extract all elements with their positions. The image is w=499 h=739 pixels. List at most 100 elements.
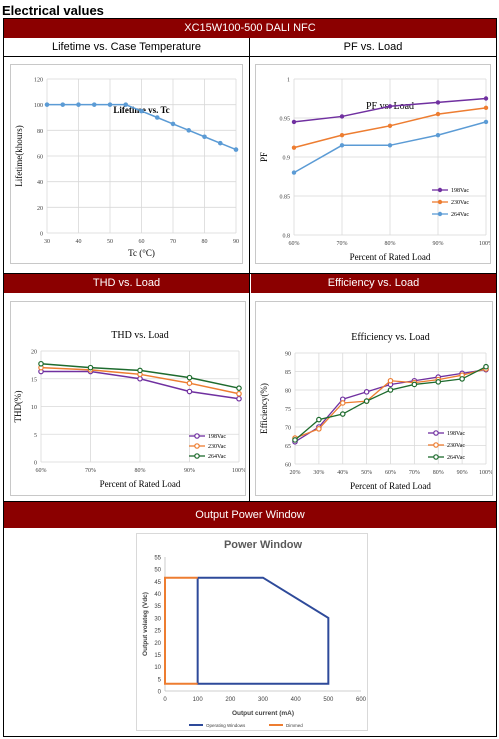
x-tick-label: 100% (479, 241, 490, 247)
data-point (435, 132, 441, 138)
data-point (483, 363, 489, 370)
data-point (186, 388, 193, 395)
data-point (236, 395, 242, 402)
series-line (196, 576, 330, 685)
legend-label: 264Vac (451, 212, 469, 218)
data-point (483, 96, 489, 101)
chart-title: Power Window (224, 539, 303, 551)
y-tick-label: 60 (37, 155, 43, 161)
series-line (164, 576, 198, 685)
x-axis-label: Tc (°C) (128, 248, 155, 258)
y-axis-label: Output volateg (Vdc) (142, 592, 149, 656)
data-point (433, 442, 439, 448)
x-tick-label: 20% (290, 470, 301, 476)
x-tick-label: 80% (433, 470, 444, 476)
data-point (60, 102, 66, 107)
x-tick-label: 90 (233, 239, 239, 245)
data-point (91, 102, 97, 107)
y-tick-label: 20 (37, 206, 43, 212)
chart-title: THD vs. Load (111, 330, 169, 341)
legend-label: 230Vac (447, 443, 465, 449)
x-tick-label: 60% (289, 241, 300, 247)
data-point (435, 111, 441, 117)
x-tick-label: 70 (170, 239, 176, 245)
x-tick-label: 60% (36, 468, 47, 474)
product-bar: XC15W100-500 DALI NFC (4, 19, 496, 38)
pf-chart-card: PF vs. Load 0.8 0.85 0.9 0.95 1 60% 70% 80% 90% 10… (255, 64, 493, 264)
y-tick-label: 50 (154, 568, 161, 574)
data-point (186, 128, 192, 133)
data-point (76, 102, 81, 107)
y-tick-label: 40 (154, 592, 161, 598)
data-point (186, 380, 193, 386)
data-point (291, 145, 297, 150)
data-point (123, 102, 129, 107)
data-point (339, 411, 346, 417)
data-point (387, 123, 393, 128)
y-axis-label: Efficiency(%) (259, 383, 269, 434)
y-tick-label: 10 (31, 405, 37, 411)
y-tick-label: 45 (154, 580, 161, 586)
y-tick-label: 0 (40, 232, 43, 238)
section-header-lifetime: Lifetime vs. Case Temperature (4, 38, 249, 57)
y-tick-label: 1 (287, 78, 290, 84)
data-point (387, 387, 394, 393)
x-tick-label: 70% (409, 470, 420, 476)
x-tick-label: 100% (479, 470, 492, 476)
y-tick-label: 0.9 (283, 156, 291, 162)
y-tick-label: 65 (285, 444, 291, 450)
x-tick-label: 60% (385, 470, 396, 476)
data-point (291, 119, 297, 125)
data-point (139, 108, 144, 114)
data-point (437, 199, 443, 205)
y-axis-label: THD(%) (13, 391, 23, 423)
data-point (435, 100, 441, 105)
y-tick-label: 0 (158, 690, 162, 696)
data-point (217, 140, 223, 146)
y-tick-label: 100 (34, 103, 43, 109)
thd-chart: THD vs. Load 0 5 10 15 20 60% 70% 80% 90% 100% Perc… (13, 330, 246, 489)
y-tick-label: 80 (37, 129, 43, 135)
legend-label: 230Vac (451, 200, 469, 206)
y-tick-label: 75 (285, 407, 291, 413)
y-tick-label: 10 (154, 665, 161, 671)
x-tick-label: 80 (202, 239, 208, 245)
data-point (483, 119, 489, 125)
thd-chart-card: THD vs. Load 0 5 10 15 20 60% 70% 80% 90% 100% Perc… (10, 301, 246, 496)
x-tick-label: 80% (135, 468, 146, 474)
y-tick-label: 0.85 (280, 195, 291, 201)
y-tick-label: 85 (285, 370, 291, 376)
row-divider (4, 501, 496, 502)
data-point (170, 121, 176, 127)
x-tick-label: 60 (139, 239, 145, 245)
lifetime-chart-card: Lifetime vs. Tc 0 20 40 60 80 100 120 30 40 50 60 70… (10, 64, 243, 264)
x-tick-label: 90% (184, 468, 195, 474)
power-window-chart: Power Window 0 5 10 15 20 25 30 35 40 45 50 55 0 100 20… (142, 539, 367, 728)
data-point (339, 114, 345, 119)
x-tick-label: 30% (313, 470, 324, 476)
data-point (316, 416, 322, 423)
x-axis-label: Percent of Rated Load (100, 479, 181, 489)
x-axis-label: Percent of Rated Load (350, 252, 431, 262)
x-tick-label: 100 (193, 697, 204, 703)
y-tick-label: 70 (285, 426, 291, 432)
legend-label: Operating Windows (206, 723, 246, 728)
data-point (87, 364, 94, 371)
y-tick-label: 35 (154, 604, 161, 610)
data-point (202, 134, 207, 140)
legend-label: Dimmed (286, 723, 303, 728)
data-point (437, 211, 443, 217)
y-tick-label: 0 (34, 461, 37, 467)
data-point (435, 379, 442, 385)
y-tick-label: 20 (31, 350, 37, 356)
x-axis-label: Output current (mA) (232, 710, 294, 717)
x-tick-label: 70% (85, 468, 96, 474)
data-point (387, 104, 393, 109)
y-axis-label: Lifetime(khours) (14, 125, 24, 186)
y-tick-label: 55 (154, 556, 161, 562)
section-header-thd: THD vs. Load (4, 274, 249, 293)
data-point (38, 360, 44, 367)
data-point (137, 375, 143, 382)
